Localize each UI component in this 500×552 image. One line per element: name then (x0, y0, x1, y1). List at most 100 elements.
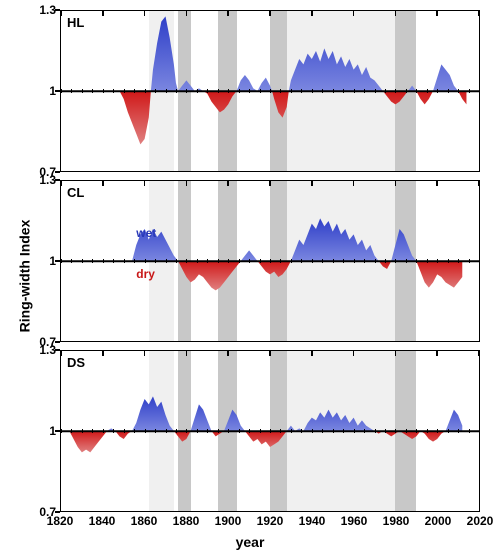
xtick-mark (395, 341, 397, 342)
xtick-minor (124, 89, 125, 93)
xtick-minor (427, 259, 428, 263)
xtick-mark-top (436, 11, 438, 16)
xtick-minor (385, 429, 386, 433)
xtick-minor (291, 89, 292, 93)
xtick-minor (469, 259, 470, 263)
xtick-minor (218, 89, 219, 93)
xtick-minor (270, 259, 271, 263)
xtick-minor (437, 259, 438, 263)
xtick-minor (364, 429, 365, 433)
xtick-minor (291, 429, 292, 433)
panel-label: CL (67, 185, 84, 200)
xtick-mark (60, 171, 62, 172)
xtick-label: 2000 (425, 512, 452, 528)
xtick-minor (416, 259, 417, 263)
xtick-label: 1920 (257, 512, 284, 528)
xtick-minor (207, 259, 208, 263)
xtick-minor (385, 89, 386, 93)
ytick-mark (55, 90, 60, 92)
ring-width-figure: Ring-width Index year HL0.711.3CLwetdry0… (0, 0, 500, 552)
xtick-minor (113, 259, 114, 263)
xtick-mark-top (102, 181, 104, 186)
xtick-mark (353, 171, 355, 172)
xtick-minor (448, 429, 449, 433)
ytick-mark (55, 430, 60, 432)
xtick-minor (197, 89, 198, 93)
xtick-mark-top (186, 11, 188, 16)
xtick-label: 1820 (47, 512, 74, 528)
xtick-minor (354, 259, 355, 263)
wet-area (107, 396, 462, 431)
xtick-minor (166, 429, 167, 433)
xtick-mark-top (227, 351, 229, 356)
xtick-minor (103, 429, 104, 433)
xtick-minor (71, 429, 72, 433)
xtick-minor (301, 259, 302, 263)
xtick-mark-top (144, 181, 146, 186)
xtick-mark (60, 341, 62, 342)
xtick-mark (395, 171, 397, 172)
xtick-minor (155, 89, 156, 93)
xtick-minor (385, 259, 386, 263)
xtick-minor (395, 429, 396, 433)
wet-area (151, 16, 458, 91)
xtick-mark-top (60, 181, 62, 186)
plot-area: HL (60, 10, 480, 172)
xtick-minor (301, 89, 302, 93)
xtick-minor (364, 89, 365, 93)
xtick-minor (427, 89, 428, 93)
xtick-minor (82, 259, 83, 263)
x-axis-label: year (236, 534, 265, 550)
y-axis-label: Ring-width Index (17, 220, 33, 333)
panel-CL: CLwetdry0.711.3 (60, 180, 480, 342)
xtick-mark (478, 171, 480, 172)
xtick-minor (448, 89, 449, 93)
xtick-minor (280, 89, 281, 93)
xtick-mark (478, 341, 480, 342)
xtick-minor (448, 259, 449, 263)
xtick-minor (239, 89, 240, 93)
xtick-minor (113, 429, 114, 433)
xtick-minor (166, 89, 167, 93)
xtick-mark (102, 171, 104, 172)
xtick-mark (144, 341, 146, 342)
xtick-minor (249, 89, 250, 93)
xtick-minor (155, 259, 156, 263)
xtick-minor (416, 89, 417, 93)
xtick-minor (228, 259, 229, 263)
xtick-minor (260, 259, 261, 263)
xtick-label: 2020 (467, 512, 494, 528)
xtick-minor (113, 89, 114, 93)
xtick-minor (458, 259, 459, 263)
xtick-minor (176, 429, 177, 433)
xtick-minor (176, 89, 177, 93)
xtick-mark-top (436, 181, 438, 186)
ytick-mark (55, 9, 60, 11)
panels-container: HL0.711.3CLwetdry0.711.3DS0.711.31820184… (60, 10, 480, 512)
xtick-mark-top (395, 351, 397, 356)
xtick-mark (186, 171, 188, 172)
xtick-minor (375, 429, 376, 433)
xtick-minor (291, 259, 292, 263)
ytick-mark (55, 260, 60, 262)
xtick-mark-top (395, 181, 397, 186)
xtick-minor (249, 259, 250, 263)
xtick-minor (260, 429, 261, 433)
xtick-minor (458, 89, 459, 93)
xtick-mark-top (353, 181, 355, 186)
xtick-minor (395, 89, 396, 93)
xtick-mark (436, 171, 438, 172)
xtick-minor (249, 429, 250, 433)
xtick-mark-top (478, 181, 480, 186)
xtick-minor (375, 89, 376, 93)
xtick-minor (395, 259, 396, 263)
panel-DS: DS0.711.31820184018601880190019201940196… (60, 350, 480, 512)
plot-area: DS (60, 350, 480, 512)
xtick-minor (322, 89, 323, 93)
xtick-mark-top (60, 351, 62, 356)
xtick-mark-top (478, 11, 480, 16)
xtick-mark-top (186, 181, 188, 186)
xtick-minor (469, 429, 470, 433)
xtick-minor (92, 89, 93, 93)
xtick-mark-top (102, 11, 104, 16)
